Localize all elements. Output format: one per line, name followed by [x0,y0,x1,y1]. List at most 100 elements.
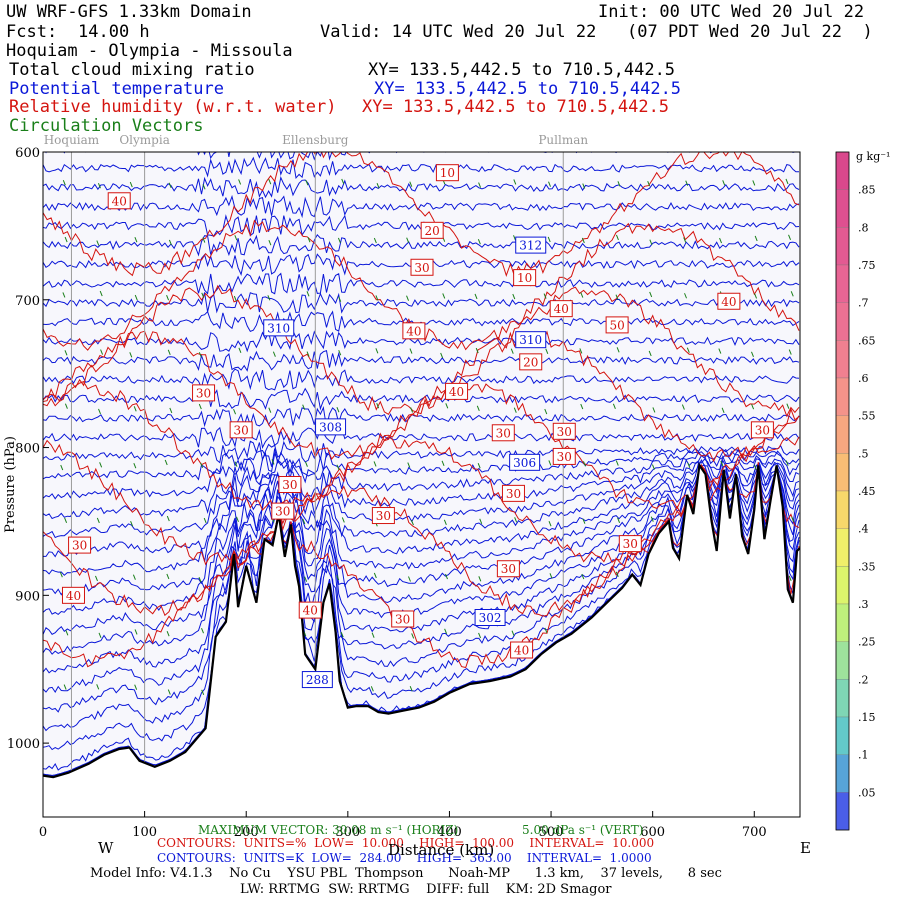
rh-label: 40 [406,324,421,338]
rh-label-box [549,300,573,318]
colorbar-segment [835,227,850,266]
circulation-vector [686,347,690,353]
circulation-vector [478,182,482,188]
circulation-vector [649,291,653,298]
circulation-vector [753,464,757,471]
circulation-vector [63,684,67,690]
circulation-vector [615,571,619,578]
circulation-vector [751,351,754,358]
circulation-vector [722,180,726,186]
rh-label: 40 [554,302,569,316]
x-tick-label: 700 [742,825,767,840]
circulation-vector [169,407,173,414]
y-axis-title: Pressure (hPa) [3,436,18,533]
circulation-vector [790,291,794,297]
circulation-vector [203,517,207,524]
rh-label-box [496,560,520,578]
theta-contour [43,440,800,464]
circulation-vector [234,461,238,467]
colorbar-label: .55 [858,410,876,423]
circulation-vector [376,403,380,409]
circulation-vector [407,462,411,468]
circulation-vector [268,179,272,185]
circulation-vector [98,632,102,639]
theta-contour [43,465,800,635]
circulation-vector [548,181,551,187]
colorbar-segment [835,716,850,755]
circulation-vector [513,235,516,241]
theta-contour [43,194,800,219]
theta-label-box [301,671,333,689]
rh-label: 10 [440,166,455,180]
circulation-vector [375,348,379,354]
rh-label-box [435,164,459,182]
rh-label-box [391,610,415,628]
circulation-vector [134,629,138,635]
circulation-vector [510,348,514,354]
circulation-vector [201,627,204,634]
circulation-vector [198,352,202,358]
theta-label-box [263,319,295,337]
circulation-vector [615,460,619,466]
rh-label-box [61,586,85,604]
circulation-vector [582,183,586,189]
circulation-vector [233,408,237,415]
y-tick-label: 800 [15,442,40,457]
circulation-vector [370,686,374,692]
circulation-vector [132,574,136,580]
circulation-vector [268,240,272,246]
theta-contour [43,310,800,333]
rh-label: 40 [449,385,464,399]
circulation-vector [166,631,170,637]
colorbar-label: .4 [858,523,869,536]
circulation-vector [544,627,548,634]
circulation-vector [200,462,204,469]
colorbar-segment [835,264,850,303]
circulation-vector [201,292,205,298]
circulation-vector [306,291,310,297]
rh-label-box [513,269,537,287]
theta-label-box [315,418,347,436]
axis-east-label: E [800,839,811,857]
rh-label: 30 [234,423,249,437]
circulation-vector [62,292,66,298]
circulation-vector [267,295,271,301]
rh-label: 30 [755,423,770,437]
circulation-vector [687,462,691,469]
theta-contour [43,454,800,520]
circulation-vector [685,180,689,186]
circulation-vector [234,235,238,241]
colorbar-segment [835,340,850,379]
circulation-vector [134,684,138,690]
x-tick-label: 400 [437,825,462,840]
colorbar-segment [835,189,850,228]
field-theta-xy: XY= 133.5,442.5 to 710.5,442.5 [374,79,682,99]
theta-contour [43,405,800,429]
colorbar-segment [835,754,850,793]
circulation-vector [272,351,276,357]
axis-west-label: W [98,839,114,857]
circulation-vector [649,239,653,245]
circulation-vector [304,461,308,467]
rh-label: 40 [303,604,318,618]
circulation-vector [719,237,723,244]
circulation-vector [441,460,445,466]
theta-contour [43,465,800,674]
circulation-vector [786,403,790,409]
rh-label-box [510,641,534,659]
rh-label: 30 [496,426,511,440]
theta-label-box [509,453,541,471]
rh-label: 30 [506,487,521,501]
circulation-vector [133,406,137,412]
colorbar-label: .6 [858,372,869,385]
colorbar-label: .15 [858,711,876,724]
colorbar-label: .45 [858,485,876,498]
plot-frame [42,151,801,818]
field-cloud-mixing-ratio: Total cloud mixing ratio [9,60,255,80]
rh-label-box [68,536,92,554]
circulation-vector [788,234,792,241]
y-tick-label: 700 [15,294,40,309]
rh-label-box [371,507,395,525]
x-axis-title: Distance (km) [388,841,495,859]
circulation-vector [59,572,63,578]
